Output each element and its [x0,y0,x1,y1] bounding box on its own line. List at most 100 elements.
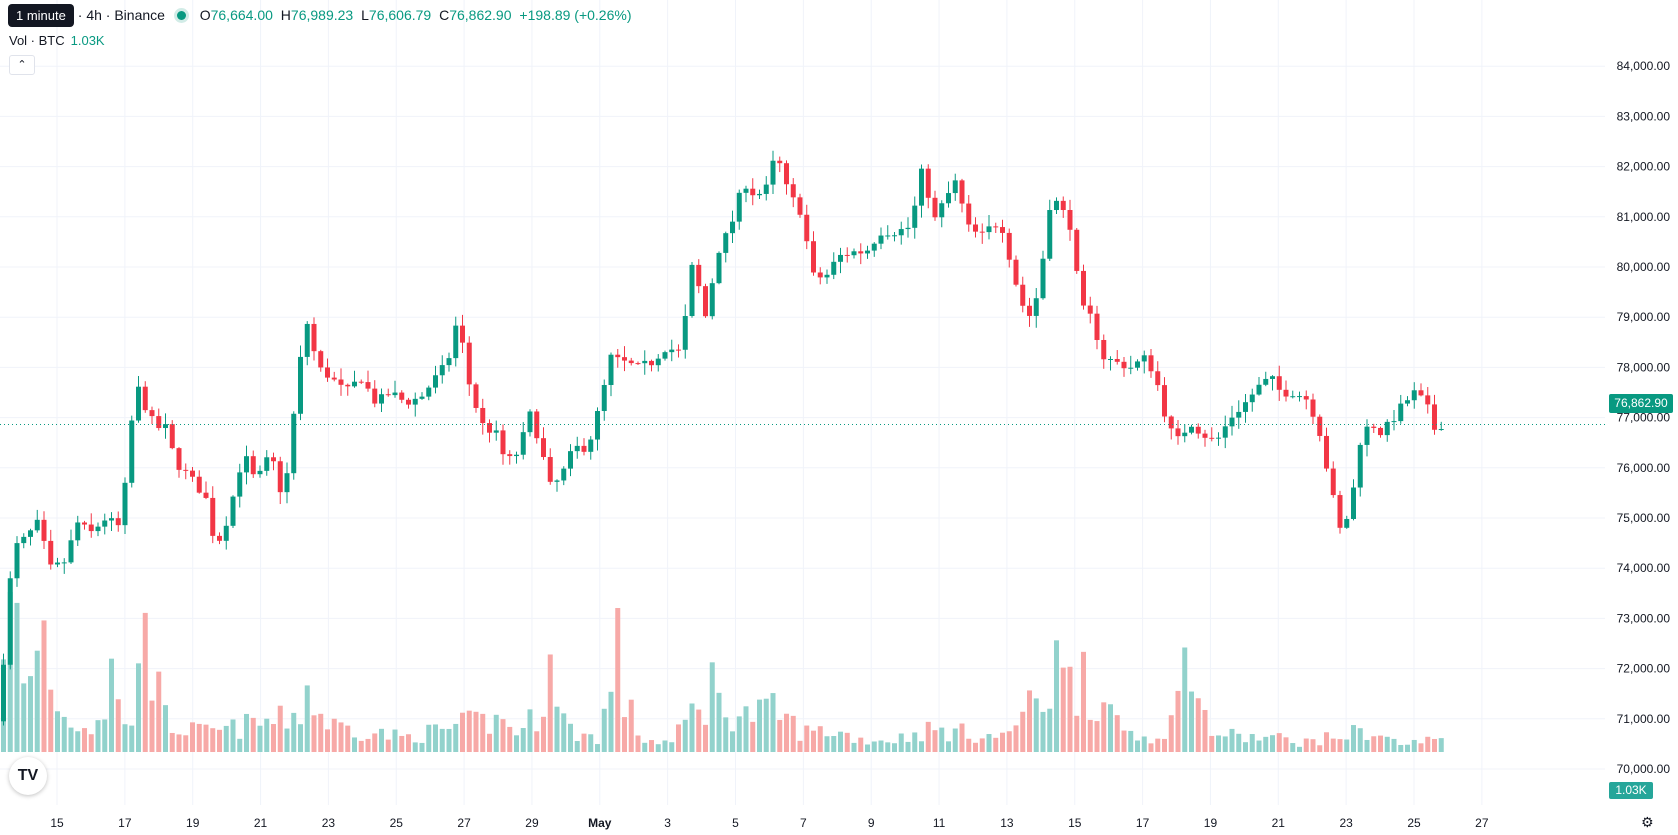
volume-bar [1060,667,1066,752]
open-value: 76,664.00 [210,7,273,23]
candle-body [419,396,425,399]
candle-body [1344,518,1350,528]
candle-body [723,233,729,253]
candle-body [811,241,816,273]
candle-body [1222,426,1228,438]
volume-bar [473,711,479,752]
candle-body [1054,200,1059,211]
volume-bar [608,691,614,752]
volume-bar [493,714,499,752]
volume-bar [986,734,992,752]
y-tick-label: 76,000.00 [1617,461,1671,475]
candle-body [615,354,621,358]
volume-bar [1263,736,1269,752]
candle-body [1182,432,1188,437]
gear-icon[interactable]: ⚙ [1641,814,1654,830]
volume-bar [919,741,924,752]
volume-bar [1195,698,1201,752]
candle-body [507,454,513,457]
x-tick-label: 27 [1475,816,1489,830]
candle-body [176,448,182,470]
volume-bar [1236,733,1242,752]
volume-bar [622,717,627,752]
volume-bar [790,715,796,752]
volume-bar [223,725,229,752]
candle-body [649,360,654,366]
volume-bar [1276,733,1282,752]
volume-bar [277,705,283,752]
volume-bar [716,692,722,752]
tradingview-logo-icon[interactable]: TV [9,757,47,795]
volume-bar [1067,666,1073,752]
candle-body [898,229,904,236]
volume-bar [34,650,40,752]
volume-bar [291,712,297,752]
candle-body [689,264,695,317]
candle-body [1371,426,1377,428]
candle-body [979,231,985,233]
volume-bar [1189,691,1194,752]
candle-body [61,562,67,564]
volume-bar [939,727,945,752]
candle-body [223,525,229,541]
volume-bar [723,717,729,752]
candle-body [1060,200,1066,211]
volume-bar [831,736,837,752]
candle-body [88,524,94,532]
candle-body [1398,403,1404,422]
candle-body [1384,421,1390,436]
candle-body [487,423,492,433]
candle-body [514,454,519,457]
volume-bar [1432,738,1437,752]
candle-body [34,519,40,531]
volume-bar [635,735,641,752]
volume-legend[interactable]: Vol · BTC 1.03K [9,33,105,48]
candle-body [703,286,708,317]
y-tick-label: 71,000.00 [1617,712,1671,726]
candle-body [500,430,506,455]
volume-bar [777,719,783,752]
candle-body [1128,367,1134,369]
volume-bar [325,729,330,752]
candle-body [102,520,108,527]
candle-body [68,540,74,563]
volume-bar [824,736,830,752]
candle-body [493,430,499,433]
candle-body [696,264,702,287]
volume-bar [176,734,182,752]
volume-bar [763,698,769,752]
candle-body [1,664,6,722]
candle-body [1027,305,1032,316]
candle-body [412,398,418,405]
candle-body [1425,395,1431,405]
candle-body [608,354,614,386]
volume-bar [946,741,951,752]
volume-bar [662,740,668,752]
y-tick-label: 80,000.00 [1617,260,1671,274]
x-tick-label: 21 [1272,816,1286,830]
candle-body [358,381,364,383]
volume-bar [682,719,688,752]
candle-body [1074,229,1080,271]
volume-bar [250,717,256,752]
candle-body [446,358,452,366]
x-tick-label: 23 [1339,816,1353,830]
candle-body [527,411,533,433]
candle-body [1351,487,1356,519]
volume-bar [500,719,506,752]
volume-bar [1290,743,1296,752]
candle-body [1330,468,1336,496]
volume-bar [183,735,189,752]
candle-body [1432,404,1437,430]
volume-bar [28,676,33,752]
candle-body [642,360,648,364]
volume-bar [271,724,276,752]
collapse-legend-button[interactable]: ⌃ [9,55,35,75]
volume-bar [190,722,195,752]
volume-bar [912,732,918,752]
x-tick-label: 23 [322,816,336,830]
volume-bar [217,729,222,752]
volume-bar [1162,738,1167,752]
candle-body [520,432,526,455]
